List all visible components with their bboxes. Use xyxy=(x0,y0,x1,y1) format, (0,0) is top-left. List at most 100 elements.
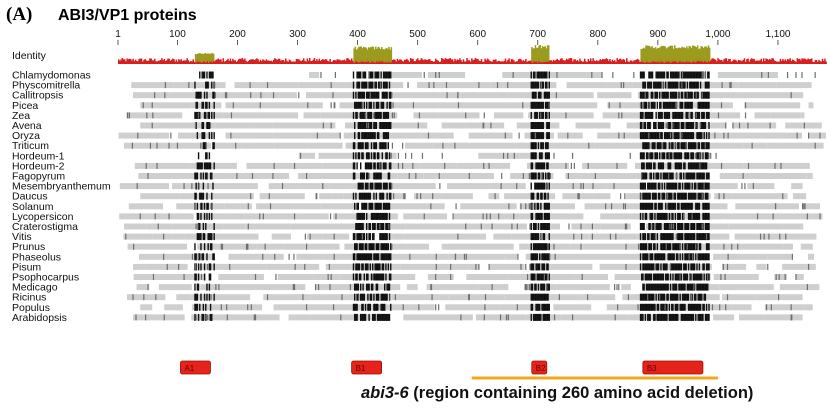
conserved-residue xyxy=(702,212,704,220)
conserved-residue xyxy=(194,192,196,200)
identity-low-segment xyxy=(779,58,782,64)
conserved-residue xyxy=(548,243,550,251)
variable-residue xyxy=(163,233,165,240)
conserved-residue xyxy=(702,182,704,190)
conserved-residue xyxy=(358,142,361,150)
sequence-segment xyxy=(600,213,637,220)
conserved-residue xyxy=(687,122,690,129)
conserved-residue xyxy=(546,101,548,109)
sequence-segment xyxy=(734,233,755,240)
conserved-residue xyxy=(536,101,538,109)
identity-low-segment xyxy=(274,58,276,64)
conserved-residue xyxy=(707,283,709,291)
conserved-residue xyxy=(202,142,205,150)
variable-residue xyxy=(675,102,678,109)
conserved-residue xyxy=(678,233,680,241)
variable-residue xyxy=(373,112,375,119)
conserved-residue xyxy=(672,263,674,271)
variable-residue xyxy=(573,233,575,240)
conserved-residue xyxy=(540,283,542,291)
conserved-residue xyxy=(696,233,698,241)
variable-residue xyxy=(364,112,367,119)
conserved-residue xyxy=(669,101,672,109)
identity-high-segment xyxy=(671,45,674,62)
identity-low-segment xyxy=(587,58,590,64)
variable-residue xyxy=(620,82,622,89)
identity-low-segment xyxy=(283,61,286,64)
conserved-residue xyxy=(361,303,363,311)
conserved-residue xyxy=(663,253,666,261)
sequence-track xyxy=(140,192,807,200)
identity-high-segment xyxy=(210,53,212,62)
conserved-residue xyxy=(697,283,699,291)
conserved-residue xyxy=(680,91,683,99)
identity-low-segment xyxy=(819,61,821,64)
conserved-residue xyxy=(671,91,673,99)
identity-high-segment xyxy=(377,46,379,63)
conserved-residue xyxy=(362,81,364,89)
conserved-residue xyxy=(538,313,541,321)
sequence-name: Vitis xyxy=(12,231,32,243)
conserved-residue xyxy=(684,223,686,230)
conserved-residue xyxy=(548,182,550,190)
conserved-residue xyxy=(212,71,214,79)
identity-low-segment xyxy=(260,61,263,64)
identity-low-segment xyxy=(302,58,305,64)
conserved-residue xyxy=(649,212,651,220)
conserved-residue xyxy=(534,101,536,109)
conserved-residue xyxy=(390,91,392,99)
conserved-residue xyxy=(691,263,693,271)
variable-residue xyxy=(391,243,393,250)
conserved-residue xyxy=(695,303,697,311)
conserved-residue xyxy=(647,132,649,140)
conserved-residue xyxy=(385,162,387,170)
conserved-residue xyxy=(381,142,384,150)
variable-residue xyxy=(710,152,712,159)
conserved-residue xyxy=(674,303,677,311)
variable-residue xyxy=(188,82,190,89)
identity-low-segment xyxy=(330,61,333,64)
conserved-residue xyxy=(378,202,380,210)
sequence-segment xyxy=(136,183,170,190)
identity-low-segment xyxy=(146,60,149,64)
conserved-residue xyxy=(651,233,654,241)
conserved-residue xyxy=(382,202,385,210)
conserved-residue xyxy=(376,202,379,210)
conserved-residue xyxy=(677,263,679,271)
identity-low-segment xyxy=(778,61,781,64)
variable-residue xyxy=(220,243,222,250)
identity-low-segment xyxy=(594,61,597,64)
conserved-residue xyxy=(696,81,698,89)
conserved-residue xyxy=(369,202,372,210)
conserved-residue xyxy=(385,263,387,271)
conserved-residue xyxy=(370,212,373,220)
variable-residue xyxy=(780,162,782,169)
conserved-residue xyxy=(667,233,669,241)
sequence-segment xyxy=(575,122,611,129)
conserved-residue xyxy=(534,283,536,291)
conserved-residue xyxy=(703,253,705,261)
variable-residue xyxy=(540,233,542,240)
conserved-residue xyxy=(677,303,679,311)
identity-low-segment xyxy=(581,61,584,64)
variable-residue xyxy=(803,122,805,129)
sequence-segment xyxy=(772,102,801,109)
conserved-residue xyxy=(375,192,378,200)
variable-residue xyxy=(653,92,655,99)
variable-residue xyxy=(361,233,364,240)
variable-residue xyxy=(465,112,467,119)
conserved-residue xyxy=(653,283,655,291)
identity-low-segment xyxy=(175,59,178,64)
conserved-residue xyxy=(368,152,370,160)
conserved-residue xyxy=(671,303,673,311)
conserved-residue xyxy=(679,172,681,180)
variable-residue xyxy=(719,304,721,311)
conserved-residue xyxy=(384,243,386,251)
conserved-residue xyxy=(356,101,358,109)
identity-low-segment xyxy=(254,59,257,64)
sequence-name: Solanum xyxy=(12,201,54,213)
conserved-residue xyxy=(211,71,213,79)
conserved-residue xyxy=(660,101,662,109)
conserved-residue xyxy=(651,303,654,311)
conserved-residue xyxy=(540,162,542,170)
